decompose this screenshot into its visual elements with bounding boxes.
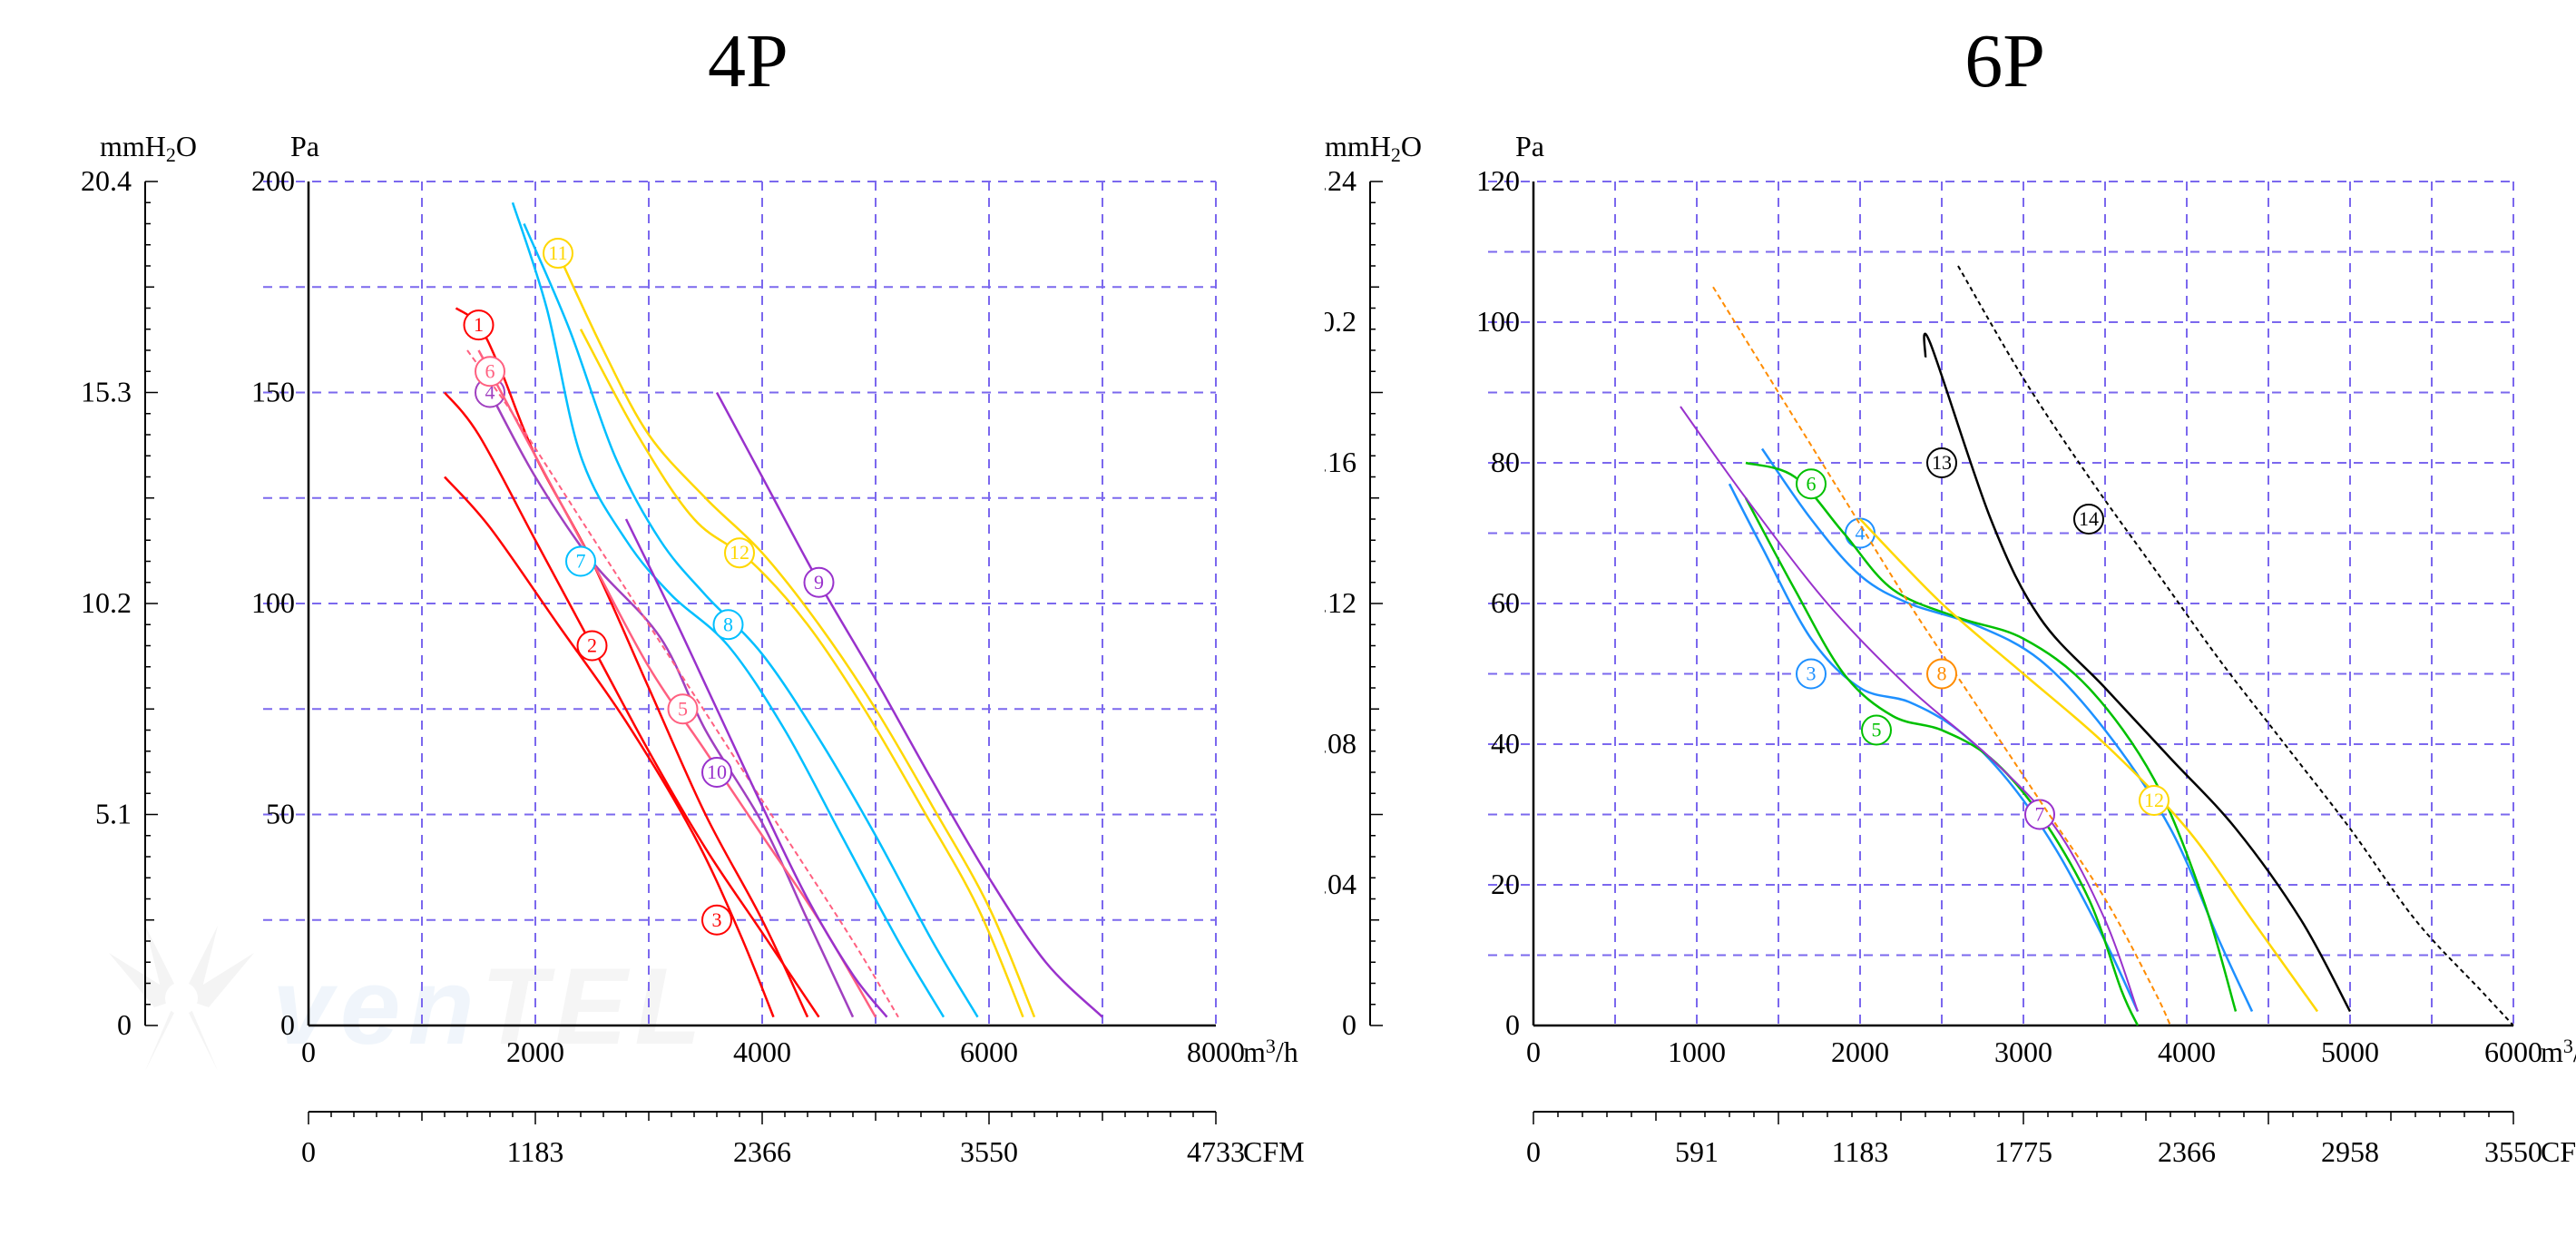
x2-tick: 2366 xyxy=(733,1135,791,1168)
curve-13 xyxy=(1925,334,2350,1012)
chart-6p: 3 4 5 6 7 8 12 13 14 6P mmH2O Pa 0 20 40 60 80 100 120 0 2.0… xyxy=(1325,0,2576,1256)
chart-4p: 1234567891011124PmmH2OPa05010015020005.1… xyxy=(36,0,1307,1256)
curve-14 xyxy=(1958,266,2513,1025)
y1-tick: 0 xyxy=(1342,1008,1357,1041)
x1-tick: 4000 xyxy=(2158,1035,2216,1068)
curve-7 xyxy=(1680,407,2138,1012)
svg-text:6: 6 xyxy=(485,359,495,382)
x1-tick: 3000 xyxy=(1994,1035,2052,1068)
svg-text:3: 3 xyxy=(1807,662,1817,685)
x2-tick: 2958 xyxy=(2321,1135,2379,1168)
y1-unit: mmH2O xyxy=(100,130,197,166)
svg-text:8: 8 xyxy=(1937,662,1947,685)
svg-text:4: 4 xyxy=(1856,522,1866,545)
y2-tick: 20 xyxy=(1491,868,1520,900)
x2-tick: 1775 xyxy=(1994,1135,2052,1168)
curve-6 xyxy=(1746,463,2236,1012)
x1-unit: m3/h xyxy=(1243,1035,1298,1068)
svg-text:9: 9 xyxy=(814,571,824,594)
x1-tick: 6000 xyxy=(960,1035,1018,1068)
svg-text:2: 2 xyxy=(587,634,597,657)
x2-tick: 2366 xyxy=(2158,1135,2216,1168)
y2-tick: 0 xyxy=(280,1008,295,1041)
x1-tick: 2000 xyxy=(1831,1035,1889,1068)
y1-tick: 8.16 xyxy=(1325,446,1357,478)
y1-tick: 5.1 xyxy=(95,798,132,830)
x2-unit: CFM xyxy=(2541,1135,2576,1168)
y2-tick: 150 xyxy=(251,376,295,408)
y1-tick: 12.24 xyxy=(1325,164,1357,197)
x2-tick: 0 xyxy=(1526,1135,1541,1168)
y1-tick: 20.4 xyxy=(81,164,132,197)
x2-tick: 0 xyxy=(301,1135,316,1168)
svg-text:7: 7 xyxy=(2035,803,2045,826)
y1-tick: 0 xyxy=(117,1008,132,1041)
svg-text:5: 5 xyxy=(1872,719,1882,741)
curve-3 xyxy=(445,477,774,1017)
y2-tick: 80 xyxy=(1491,446,1520,478)
x1-tick: 8000 xyxy=(1187,1035,1245,1068)
y2-unit: Pa xyxy=(1515,130,1544,162)
svg-text:12: 12 xyxy=(730,541,749,564)
x1-tick: 0 xyxy=(301,1035,316,1068)
curve-5 xyxy=(479,350,877,1017)
curve-1 xyxy=(456,309,808,1017)
svg-text:3: 3 xyxy=(712,908,722,931)
y2-tick: 200 xyxy=(251,164,295,197)
curve-11 xyxy=(558,253,1034,1017)
y1-unit: mmH2O xyxy=(1325,130,1422,166)
x1-tick: 0 xyxy=(1526,1035,1541,1068)
chart-svg: 1234567891011124PmmH2OPa05010015020005.1… xyxy=(36,0,1307,1256)
x2-tick: 3550 xyxy=(960,1135,1018,1168)
curve-9 xyxy=(717,393,1102,1017)
y2-tick: 120 xyxy=(1476,164,1520,197)
x2-tick: 591 xyxy=(1675,1135,1719,1168)
svg-text:13: 13 xyxy=(1932,451,1952,474)
y2-tick: 60 xyxy=(1491,586,1520,619)
chart-title: 4P xyxy=(708,19,788,103)
x1-tick: 2000 xyxy=(506,1035,564,1068)
svg-text:1: 1 xyxy=(474,313,484,336)
svg-text:10: 10 xyxy=(707,760,727,783)
svg-text:5: 5 xyxy=(678,697,688,720)
x1-tick: 4000 xyxy=(733,1035,791,1068)
y1-tick: 15.3 xyxy=(81,376,132,408)
x2-tick: 1183 xyxy=(507,1135,564,1168)
chart-svg: 3 4 5 6 7 8 12 13 14 6P mmH2O Pa 0 20 40 60 80 100 120 0 2.0… xyxy=(1325,0,2576,1256)
y2-tick: 50 xyxy=(266,798,295,830)
y1-tick: 10.2 xyxy=(81,586,132,619)
y2-tick: 0 xyxy=(1505,1008,1520,1041)
x2-tick: 3550 xyxy=(2484,1135,2542,1168)
x2-unit: CFM xyxy=(1243,1135,1305,1168)
y1-tick: 4.08 xyxy=(1325,727,1357,760)
x1-tick: 6000 xyxy=(2484,1035,2542,1068)
svg-text:11: 11 xyxy=(548,241,567,264)
curve-10 xyxy=(626,519,887,1017)
chart-title: 6P xyxy=(1964,19,2045,103)
curve-3 xyxy=(1729,484,2138,1011)
svg-text:6: 6 xyxy=(1807,472,1817,495)
curve-12 xyxy=(1860,519,2317,1012)
y1-tick: 2.04 xyxy=(1325,868,1357,900)
y2-tick: 40 xyxy=(1491,727,1520,760)
x1-tick: 1000 xyxy=(1668,1035,1726,1068)
y1-tick: 6.12 xyxy=(1325,586,1357,619)
x1-unit: m3/h xyxy=(2541,1035,2576,1068)
x2-tick: 1183 xyxy=(1832,1135,1889,1168)
x1-tick: 5000 xyxy=(2321,1035,2379,1068)
y1-tick: 10.2 xyxy=(1325,305,1357,338)
y2-tick: 100 xyxy=(1476,305,1520,338)
x2-tick: 4733 xyxy=(1187,1135,1245,1168)
svg-text:12: 12 xyxy=(2144,789,2164,811)
svg-text:14: 14 xyxy=(2079,507,2099,530)
svg-text:8: 8 xyxy=(723,613,733,635)
svg-text:7: 7 xyxy=(576,550,586,573)
y2-unit: Pa xyxy=(290,130,319,162)
y2-tick: 100 xyxy=(251,586,295,619)
